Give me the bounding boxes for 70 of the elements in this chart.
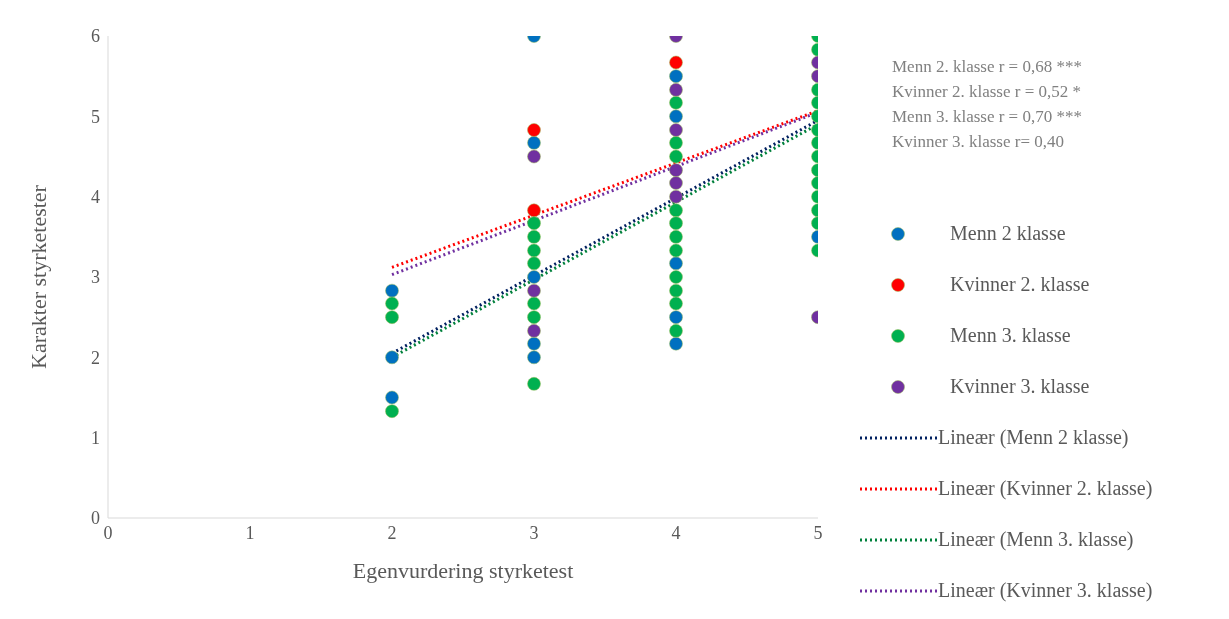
y-tick-label: 2 [91, 347, 100, 368]
x-tick-label: 1 [245, 522, 255, 543]
point [385, 390, 399, 405]
x-tick-label: 2 [387, 522, 397, 543]
legend-label: Lineær (Kvinner 3. klasse) [938, 579, 1153, 602]
text: Kvinner 2. klasse r = 0,52 * [892, 81, 1082, 103]
point [385, 310, 399, 325]
point [385, 283, 399, 298]
x-tick-label: 3 [529, 522, 539, 543]
point [385, 404, 399, 419]
point [669, 135, 683, 150]
y-tick-label: 5 [91, 106, 100, 127]
point [669, 229, 683, 244]
point [669, 243, 683, 258]
legend-label: Lineær (Kvinner 2. klasse) [938, 477, 1153, 500]
point [669, 69, 683, 84]
text: Kvinner 3. klasse r= 0,40 [892, 131, 1065, 153]
point [385, 350, 399, 365]
point [669, 296, 683, 311]
point [669, 122, 683, 137]
point [527, 216, 541, 231]
y-tick-label: 3 [91, 267, 100, 288]
point [669, 109, 683, 124]
point [527, 203, 541, 218]
point [527, 256, 541, 271]
point [527, 336, 541, 351]
point [669, 310, 683, 325]
point [669, 149, 683, 164]
point [527, 323, 541, 338]
point [527, 149, 541, 164]
point [669, 203, 683, 218]
point [669, 256, 683, 271]
legend-label: Lineær (Menn 3. klasse) [938, 528, 1134, 551]
y-tick-label: 6 [91, 26, 100, 47]
point [527, 296, 541, 311]
point [527, 229, 541, 244]
legend-label: Menn 3. klasse [950, 324, 1071, 347]
text: Menn 2. klasse r = 0,68 *** [892, 56, 1082, 78]
legend-label: Kvinner 3. klasse [950, 375, 1090, 398]
point [669, 270, 683, 284]
point [669, 95, 683, 110]
point [669, 82, 683, 97]
legend-label: Lineær (Menn 2 klasse) [938, 426, 1129, 449]
point [669, 283, 683, 298]
point [527, 283, 541, 298]
x-tick-label: 4 [671, 522, 681, 543]
point [669, 216, 683, 231]
point [527, 376, 541, 391]
point [527, 135, 541, 150]
point [527, 310, 541, 325]
point [669, 323, 683, 338]
point [669, 55, 683, 70]
legend-label: Menn 2 klasse [950, 222, 1066, 245]
point [527, 350, 541, 365]
point [527, 270, 541, 284]
point [669, 189, 683, 204]
point [669, 176, 683, 191]
y-axis-title: Karakter styrketester [25, 184, 51, 369]
x-axis-title: Egenvurdering styrketest [352, 558, 574, 583]
point [669, 163, 683, 178]
point [385, 296, 399, 311]
text: Menn 3. klasse r = 0,70 *** [892, 106, 1082, 128]
y-tick-label: 4 [91, 187, 100, 208]
y-tick-label: 1 [91, 428, 100, 449]
point [669, 336, 683, 351]
y-tick-label: 0 [91, 508, 100, 529]
point [527, 243, 541, 258]
point [527, 122, 541, 137]
x-tick-label: 5 [813, 522, 823, 543]
legend-label: Kvinner 2. klasse [950, 273, 1090, 296]
